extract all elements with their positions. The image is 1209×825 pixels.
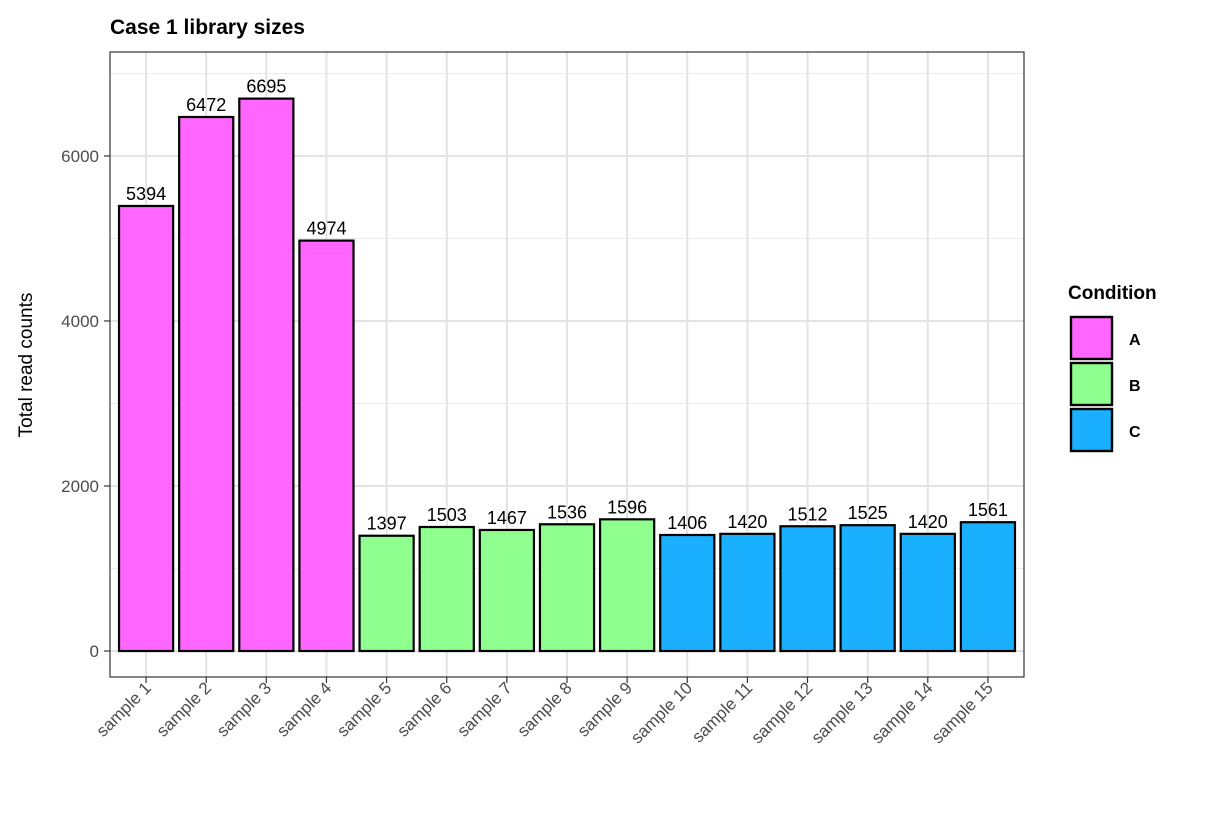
data-label: 5394 [126, 184, 166, 204]
data-label: 4974 [306, 219, 346, 239]
bar-sample-14 [899, 532, 956, 653]
bar-sample-9 [598, 518, 656, 653]
x-tick-label: sample 7 [453, 678, 515, 740]
data-label: 1420 [727, 512, 767, 532]
bar-sample-5 [358, 534, 415, 653]
x-tick-label: sample 1 [93, 678, 155, 740]
x-tick-label: sample 10 [627, 678, 696, 747]
legend-title: Condition [1068, 283, 1157, 304]
y-axis-label: Total read counts [16, 293, 37, 438]
data-label: 6695 [246, 77, 286, 97]
y-tick-label: 4000 [61, 312, 99, 331]
y-tick-label: 6000 [61, 147, 99, 166]
bar-sample-3 [238, 97, 295, 653]
x-tick-label: sample 14 [868, 678, 937, 747]
data-label: 1596 [607, 497, 647, 517]
data-label: 1512 [788, 504, 828, 524]
legend-key-B [1069, 361, 1114, 407]
legend-key-A [1069, 315, 1114, 361]
data-label: 1397 [367, 514, 407, 534]
bar-sample-13 [839, 524, 896, 653]
legend: Condition A B C [1068, 283, 1157, 453]
data-label: 1406 [667, 513, 707, 533]
x-tick-label: sample 2 [153, 678, 215, 740]
bar-sample-10 [659, 533, 716, 653]
data-label: 1525 [848, 503, 888, 523]
bar-sample-1 [117, 204, 175, 653]
legend-label: C [1129, 424, 1141, 441]
bar-sample-4 [298, 239, 355, 653]
legend-label: A [1129, 332, 1141, 349]
legend-key-C [1069, 407, 1114, 453]
data-label: 1536 [547, 502, 587, 522]
y-tick-label: 0 [90, 642, 99, 661]
data-label: 1467 [487, 508, 527, 528]
x-tick-label: sample 5 [333, 678, 395, 740]
legend-label: B [1129, 378, 1141, 395]
data-label: 6472 [186, 95, 226, 115]
data-label: 1503 [427, 505, 467, 525]
bars: 5394 6472 6695 4974 1397 1503 1467 1536 1596 1406… [117, 77, 1017, 653]
x-tick-label: sample 11 [688, 678, 756, 746]
bar-sample-12 [779, 525, 836, 653]
chart-title: Case 1 library sizes [110, 16, 305, 39]
bar-sample-11 [719, 532, 776, 653]
x-tick-label: sample 9 [574, 678, 636, 740]
x-tick-label: sample 15 [928, 678, 997, 747]
bar-sample-2 [178, 115, 235, 653]
bar-sample-8 [538, 523, 596, 653]
x-tick-label: sample 4 [273, 678, 335, 740]
bar-sample-7 [478, 528, 536, 653]
x-tick-label: sample 3 [213, 678, 275, 740]
data-label: 1420 [908, 512, 948, 532]
x-tick-label: sample 13 [808, 678, 877, 747]
x-tick-label: sample 12 [747, 678, 816, 747]
x-tick-label: sample 8 [514, 678, 576, 740]
x-tick-label: sample 6 [393, 678, 455, 740]
y-axis: 0 2000 4000 6000 [61, 147, 110, 661]
data-label: 1561 [968, 500, 1008, 520]
bar-sample-6 [418, 525, 475, 653]
y-tick-label: 2000 [61, 477, 99, 496]
bar-sample-15 [959, 521, 1017, 653]
